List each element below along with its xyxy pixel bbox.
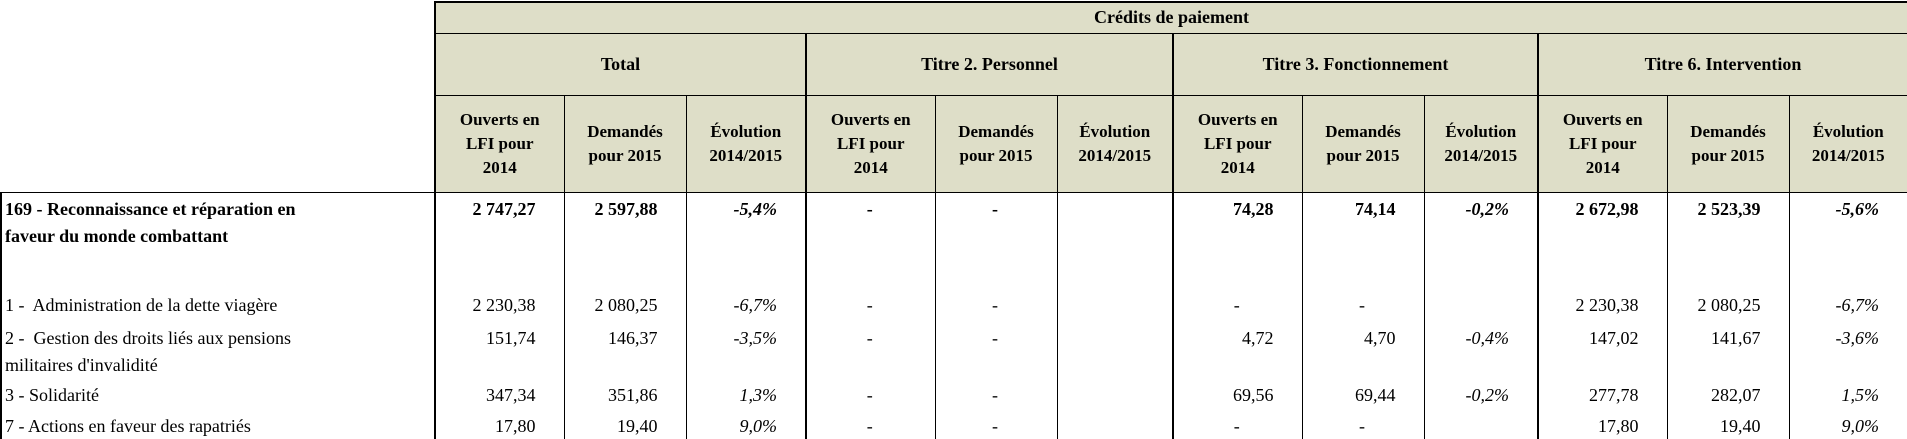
- value-cell: -3,6%: [1788, 322, 1907, 379]
- value-cell: 2 747,27: [434, 191, 564, 289]
- column-header: Demandés pour 2015: [1301, 94, 1425, 193]
- group-header-row: Total Titre 2. Personnel Titre 3. Fonction…: [1, 32, 1907, 96]
- value-cell: 2 672,98: [1537, 191, 1667, 289]
- column-header: Ouverts en LFI pour 2014: [805, 94, 936, 193]
- value-cell: 69,44: [1301, 379, 1424, 410]
- value-cell: -6,7%: [685, 289, 806, 322]
- table-title-row: Crédits de paiement: [1, 1, 1907, 34]
- value-cell: -0,4%: [1423, 322, 1538, 379]
- value-cell: -: [934, 322, 1057, 379]
- table-row: 3 - Solidarité 347,34 351,86 1,3% - -69,56 69,…: [0, 379, 1907, 410]
- column-header: Demandés pour 2015: [934, 94, 1058, 193]
- value-cell: -: [1301, 410, 1424, 439]
- value-cell: 19,40: [1666, 410, 1789, 439]
- value-cell: 4,70: [1301, 322, 1424, 379]
- row-label: 169 - Reconnaissance et réparation en fa…: [0, 191, 435, 289]
- column-header: Évolution 2014/2015: [1423, 94, 1539, 193]
- column-header: Demandés pour 2015: [1666, 94, 1790, 193]
- table-body: 169 - Reconnaissance et réparation en fa…: [0, 191, 1907, 439]
- value-cell: -0,2%: [1423, 379, 1538, 410]
- value-cell: -: [805, 379, 935, 410]
- value-cell: 2 080,25: [563, 289, 686, 322]
- value-cell: 19,40: [563, 410, 686, 439]
- value-cell: -5,6%: [1788, 191, 1907, 289]
- value-cell: 146,37: [563, 322, 686, 379]
- value-cell: 2 597,88: [563, 191, 686, 289]
- table-row: 169 - Reconnaissance et réparation en fa…: [0, 191, 1907, 289]
- table-header: Crédits de paiement Total Titre 2. Person…: [1, 1, 1907, 193]
- value-cell: 2 080,25: [1666, 289, 1789, 322]
- table-title: Crédits de paiement: [433, 1, 1907, 34]
- value-cell: 74,28: [1172, 191, 1302, 289]
- value-cell: 9,0%: [1788, 410, 1907, 439]
- value-cell: -: [1172, 410, 1302, 439]
- value-cell: -0,2%: [1423, 191, 1538, 289]
- value-cell: -5,4%: [685, 191, 806, 289]
- value-cell: [1056, 322, 1173, 379]
- column-header: Évolution 2014/2015: [1056, 94, 1174, 193]
- value-cell: 17,80: [1537, 410, 1667, 439]
- value-cell: -: [934, 191, 1057, 289]
- value-cell: [1056, 289, 1173, 322]
- value-cell: 2 523,39: [1666, 191, 1789, 289]
- value-cell: -3,5%: [685, 322, 806, 379]
- value-cell: 17,80: [434, 410, 564, 439]
- group-header: Titre 2. Personnel: [805, 32, 1174, 96]
- table-row: 7 - Actions en faveur des rapatriés 17,80…: [0, 410, 1907, 439]
- value-cell: [1423, 289, 1538, 322]
- group-header: Titre 6. Intervention: [1536, 32, 1907, 96]
- value-cell: 347,34: [434, 379, 564, 410]
- value-cell: 351,86: [563, 379, 686, 410]
- value-cell: -: [934, 410, 1057, 439]
- value-cell: [1056, 410, 1173, 439]
- group-header: Total: [434, 32, 807, 96]
- value-cell: -: [1172, 289, 1302, 322]
- value-cell: 2 230,38: [434, 289, 564, 322]
- column-header: Demandés pour 2015: [563, 94, 687, 193]
- value-cell: 141,67: [1666, 322, 1789, 379]
- value-cell: -6,7%: [1788, 289, 1907, 322]
- value-cell: 74,14: [1301, 191, 1424, 289]
- table-row: 1 - Administration de la dette viagère 2 …: [0, 289, 1907, 322]
- row-label: 3 - Solidarité: [0, 379, 435, 410]
- value-cell: 1,5%: [1788, 379, 1907, 410]
- value-cell: 147,02: [1537, 322, 1667, 379]
- row-label: 1 - Administration de la dette viagère: [0, 289, 435, 322]
- value-cell: [1056, 191, 1173, 289]
- table-row: 2 - Gestion des droits liés aux pensions…: [0, 322, 1907, 379]
- value-cell: 4,72: [1172, 322, 1302, 379]
- column-header: Ouverts en LFI pour 2014: [1537, 94, 1668, 193]
- value-cell: [1423, 410, 1538, 439]
- row-label: 7 - Actions en faveur des rapatriés: [0, 410, 435, 439]
- column-header-row: Ouverts en LFI pour 2014 Demandés pour 20…: [1, 94, 1907, 193]
- value-cell: 151,74: [434, 322, 564, 379]
- value-cell: [1056, 379, 1173, 410]
- column-header: Évolution 2014/2015: [1788, 94, 1907, 193]
- row-label: 2 - Gestion des droits liés aux pensions…: [0, 322, 435, 379]
- spacer-cell: [1, 2, 435, 192]
- value-cell: -: [934, 289, 1057, 322]
- value-cell: -: [934, 379, 1057, 410]
- value-cell: 9,0%: [685, 410, 806, 439]
- column-header: Ouverts en LFI pour 2014: [434, 94, 565, 193]
- value-cell: -: [1301, 289, 1424, 322]
- value-cell: -: [805, 410, 935, 439]
- column-header: Ouverts en LFI pour 2014: [1172, 94, 1303, 193]
- value-cell: -: [805, 322, 935, 379]
- value-cell: -: [805, 191, 935, 289]
- value-cell: 282,07: [1666, 379, 1789, 410]
- value-cell: 2 230,38: [1537, 289, 1667, 322]
- value-cell: 277,78: [1537, 379, 1667, 410]
- value-cell: 69,56: [1172, 379, 1302, 410]
- group-header: Titre 3. Fonctionnement: [1172, 32, 1539, 96]
- value-cell: -: [805, 289, 935, 322]
- value-cell: 1,3%: [685, 379, 806, 410]
- column-header: Évolution 2014/2015: [685, 94, 807, 193]
